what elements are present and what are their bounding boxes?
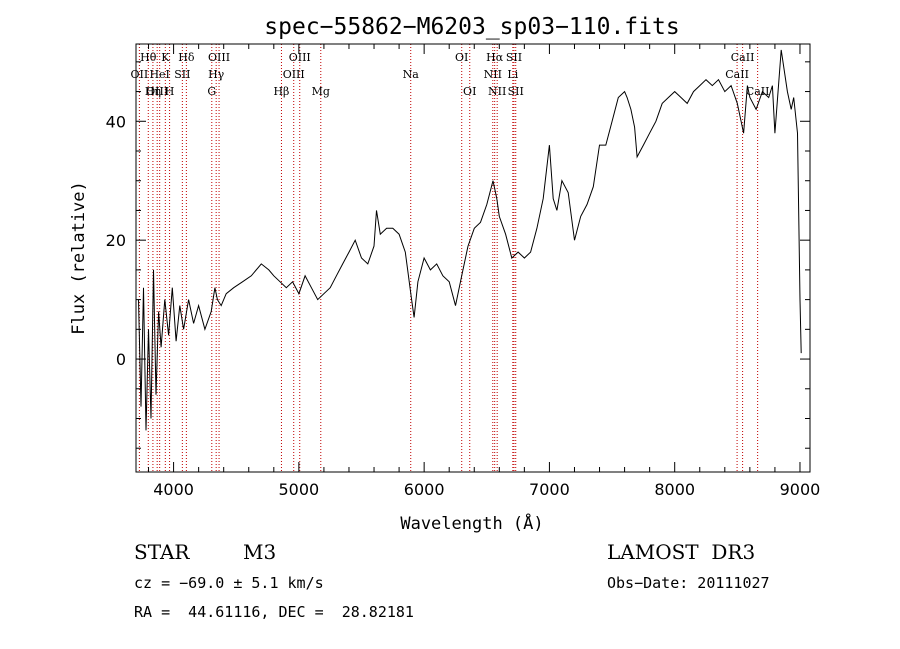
line-marker-label: H xyxy=(165,85,175,98)
line-marker-label: OI xyxy=(463,85,476,98)
observation-date: Obs−Date: 20111027 xyxy=(607,574,770,592)
line-marker-label: CaII xyxy=(725,68,749,81)
line-marker-label: SII xyxy=(174,68,190,81)
line-marker-label: Hη xyxy=(145,85,161,98)
coordinates: RA = 44.61116, DEC = 28.82181 xyxy=(134,603,414,621)
y-tick-label: 0 xyxy=(116,350,126,369)
line-marker-label: Hγ xyxy=(208,68,225,81)
line-marker-label: CaII xyxy=(731,51,755,64)
line-marker-label: OII xyxy=(131,68,149,81)
line-markers xyxy=(138,44,759,472)
line-marker-label: Mg xyxy=(312,85,330,98)
survey-name: LAMOST DR3 xyxy=(607,540,756,564)
plot-frame xyxy=(135,43,811,473)
line-marker-label: OI xyxy=(455,51,468,64)
line-marker-label: OIII xyxy=(208,51,230,64)
y-tick-label: 20 xyxy=(106,231,126,250)
x-tick-label: 6000 xyxy=(404,480,445,499)
line-marker-label: G xyxy=(207,85,216,98)
line-marker-label: NII xyxy=(488,85,506,98)
line-marker-label: SII xyxy=(506,51,522,64)
spectrum-line xyxy=(138,49,802,431)
line-marker-label: CaII xyxy=(746,85,770,98)
x-tick-label: 7000 xyxy=(529,480,570,499)
line-marker-label: OIII xyxy=(146,85,168,98)
line-marker-label: OIII xyxy=(283,68,305,81)
redshift-velocity: cz = −69.0 ± 5.1 km/s xyxy=(134,574,324,592)
line-marker-label: Hδ xyxy=(178,51,195,64)
x-tick-label: 4000 xyxy=(153,480,194,499)
y-tick-label: 40 xyxy=(106,112,126,131)
line-marker-label: Hβ xyxy=(273,85,289,98)
line-marker-label: Hθ xyxy=(140,51,157,64)
line-marker-label: Li xyxy=(507,68,518,81)
line-marker-label: SII xyxy=(508,85,524,98)
x-tick-label: 9000 xyxy=(780,480,821,499)
line-marker-label: OIII xyxy=(289,51,311,64)
line-marker-label: Hα xyxy=(486,51,504,64)
object-subclass: M3 xyxy=(243,540,277,564)
y-axis-label: Flux (relative) xyxy=(69,181,89,335)
line-marker-label: K xyxy=(161,51,170,64)
axis-ticks xyxy=(136,44,810,472)
line-marker-label: NII xyxy=(484,68,502,81)
tick-labels: 4000 5000 6000 7000 8000 9000 0 20 40 xyxy=(106,112,821,499)
line-marker-label: Na xyxy=(403,68,420,81)
object-class: STAR xyxy=(134,540,190,564)
x-tick-label: 5000 xyxy=(279,480,320,499)
x-tick-label: 8000 xyxy=(654,480,695,499)
chart-title: spec−55862−M6203_sp03−110.fits xyxy=(264,14,679,40)
x-axis-label: Wavelength (Å) xyxy=(400,512,543,534)
line-marker-label: HeI xyxy=(149,68,169,81)
